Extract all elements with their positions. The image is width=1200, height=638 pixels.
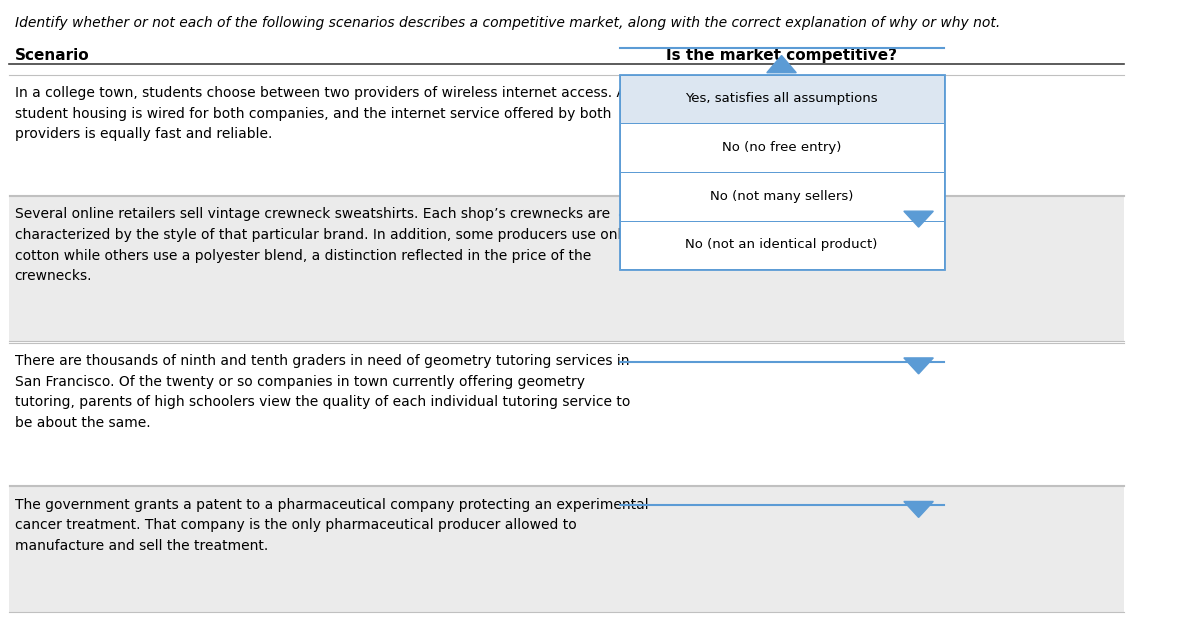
Polygon shape — [767, 56, 797, 73]
Polygon shape — [904, 211, 934, 227]
FancyBboxPatch shape — [10, 75, 1123, 195]
FancyBboxPatch shape — [619, 172, 943, 221]
FancyBboxPatch shape — [619, 75, 943, 269]
Text: No (not an identical product): No (not an identical product) — [685, 239, 877, 251]
Polygon shape — [904, 358, 934, 374]
Text: The government grants a patent to a pharmaceutical company protecting an experim: The government grants a patent to a phar… — [14, 498, 648, 553]
Text: No (no free entry): No (no free entry) — [722, 141, 841, 154]
Polygon shape — [904, 501, 934, 517]
FancyBboxPatch shape — [619, 221, 943, 269]
Text: No (not many sellers): No (not many sellers) — [710, 189, 853, 203]
Text: Identify whether or not each of the following scenarios describes a competitive : Identify whether or not each of the foll… — [14, 16, 1000, 30]
FancyBboxPatch shape — [10, 196, 1123, 341]
Text: Yes, satisfies all assumptions: Yes, satisfies all assumptions — [685, 93, 878, 105]
Text: Is the market competitive?: Is the market competitive? — [666, 48, 898, 63]
FancyBboxPatch shape — [619, 75, 943, 123]
FancyBboxPatch shape — [10, 343, 1123, 485]
Text: Several online retailers sell vintage crewneck sweatshirts. Each shop’s crewneck: Several online retailers sell vintage cr… — [14, 207, 629, 283]
Text: Scenario: Scenario — [14, 48, 89, 63]
FancyBboxPatch shape — [619, 123, 943, 172]
FancyBboxPatch shape — [10, 486, 1123, 612]
Text: There are thousands of ninth and tenth graders in need of geometry tutoring serv: There are thousands of ninth and tenth g… — [14, 354, 630, 430]
Text: In a college town, students choose between two providers of wireless internet ac: In a college town, students choose betwe… — [14, 86, 634, 142]
